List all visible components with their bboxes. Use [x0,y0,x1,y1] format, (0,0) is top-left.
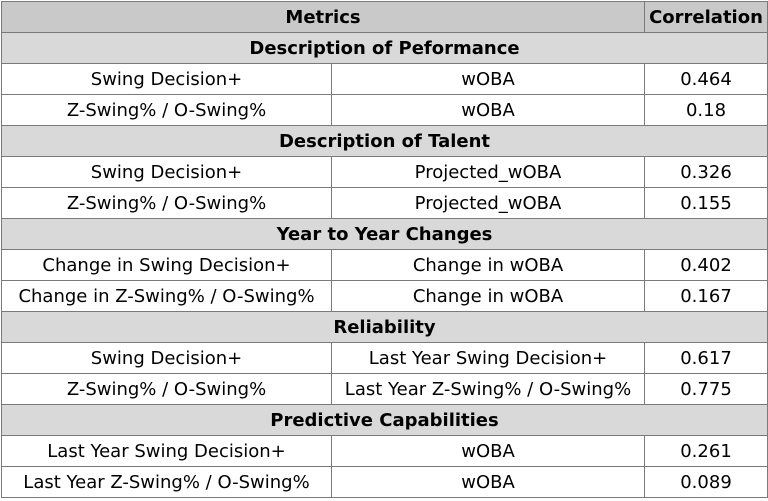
table-header-row: Metrics Correlation [1,1,768,33]
section-row: Reliability [1,311,768,343]
target-cell: Last Year Swing Decision+ [331,342,645,374]
target-cell: wOBA [331,466,645,498]
table-row: Z-Swing% / O-Swing% Last Year Z-Swing% /… [1,373,768,405]
section-title: Description of Peformance [1,32,768,64]
table-row: Swing Decision+ Projected_wOBA 0.326 [1,156,768,188]
section-title: Description of Talent [1,125,768,157]
correlation-cell: 0.261 [644,435,768,467]
table-row: Swing Decision+ wOBA 0.464 [1,63,768,95]
table-row: Change in Z-Swing% / O-Swing% Change in … [1,280,768,312]
correlation-cell: 0.464 [644,63,768,95]
target-cell: wOBA [331,94,645,126]
section-row: Description of Peformance [1,32,768,64]
header-correlation: Correlation [644,1,768,33]
correlation-cell: 0.402 [644,249,768,281]
section-row: Predictive Capabilities [1,404,768,436]
correlation-cell: 0.155 [644,187,768,219]
target-cell: Last Year Z-Swing% / O-Swing% [331,373,645,405]
section-title: Year to Year Changes [1,218,768,250]
metric-cell: Change in Z-Swing% / O-Swing% [1,280,332,312]
target-cell: Projected_wOBA [331,156,645,188]
correlation-cell: 0.617 [644,342,768,374]
table-row: Change in Swing Decision+ Change in wOBA… [1,249,768,281]
metric-cell: Z-Swing% / O-Swing% [1,373,332,405]
metric-cell: Swing Decision+ [1,63,332,95]
table-row: Last Year Z-Swing% / O-Swing% wOBA 0.089 [1,466,768,498]
metric-cell: Swing Decision+ [1,342,332,374]
section-title: Predictive Capabilities [1,404,768,436]
correlation-cell: 0.089 [644,466,768,498]
header-metrics: Metrics [1,1,645,33]
metric-cell: Z-Swing% / O-Swing% [1,187,332,219]
correlation-cell: 0.18 [644,94,768,126]
target-cell: wOBA [331,63,645,95]
table-row: Z-Swing% / O-Swing% wOBA 0.18 [1,94,768,126]
correlation-cell: 0.775 [644,373,768,405]
target-cell: Projected_wOBA [331,187,645,219]
target-cell: Change in wOBA [331,280,645,312]
metric-cell: Z-Swing% / O-Swing% [1,94,332,126]
section-row: Year to Year Changes [1,218,768,250]
section-row: Description of Talent [1,125,768,157]
metric-cell: Change in Swing Decision+ [1,249,332,281]
correlation-cell: 0.167 [644,280,768,312]
section-title: Reliability [1,311,768,343]
table-row: Z-Swing% / O-Swing% Projected_wOBA 0.155 [1,187,768,219]
table-row: Swing Decision+ Last Year Swing Decision… [1,342,768,374]
target-cell: wOBA [331,435,645,467]
table-row: Last Year Swing Decision+ wOBA 0.261 [1,435,768,467]
target-cell: Change in wOBA [331,249,645,281]
metric-cell: Last Year Swing Decision+ [1,435,332,467]
metric-cell: Swing Decision+ [1,156,332,188]
correlation-cell: 0.326 [644,156,768,188]
metric-cell: Last Year Z-Swing% / O-Swing% [1,466,332,498]
